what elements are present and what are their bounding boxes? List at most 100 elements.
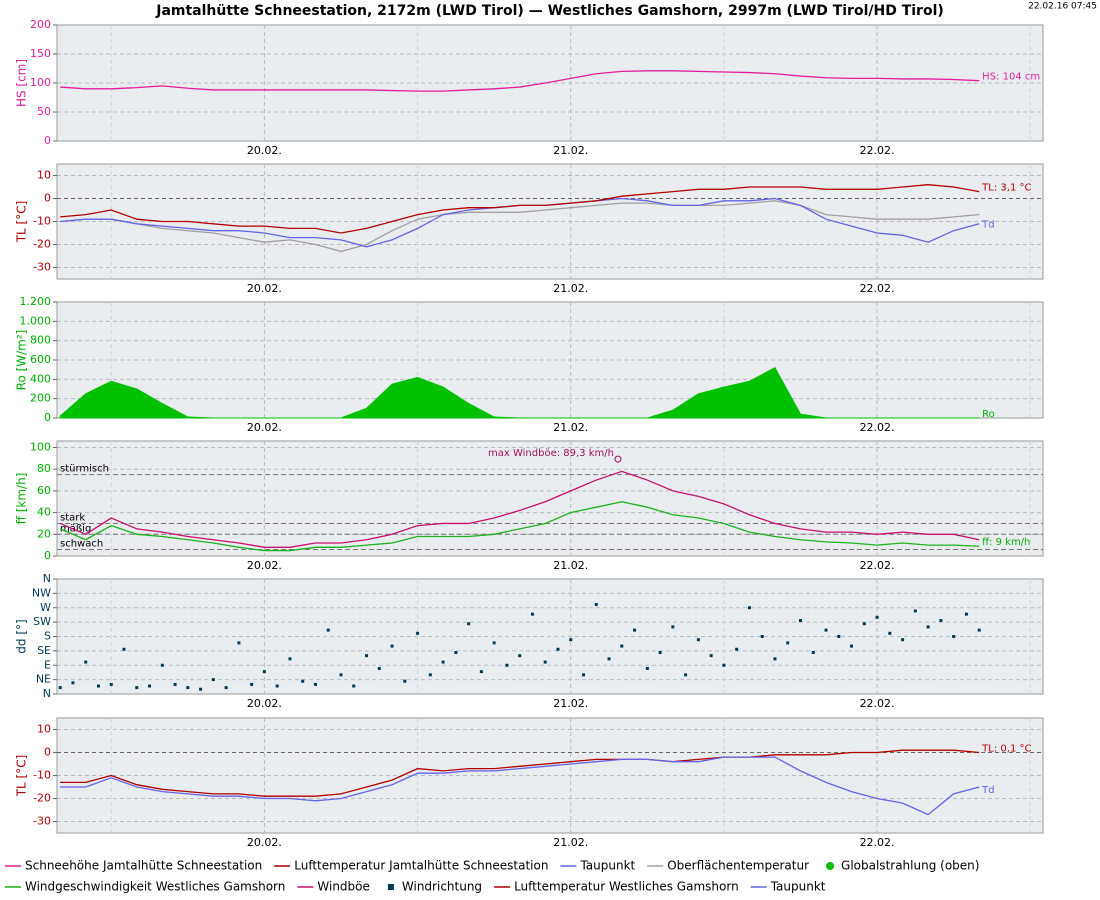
y-tick-label: 10 (37, 169, 51, 182)
x-tick-label: 22.02. (860, 144, 895, 157)
wind-direction-point (837, 635, 841, 638)
y-tick-label: 0 (44, 549, 51, 562)
wind-direction-point (530, 612, 534, 616)
threshold-label: mäßig (60, 523, 91, 534)
line (60, 200, 980, 253)
threshold-label: stark (60, 512, 85, 523)
x-tick-label: 21.02. (553, 282, 588, 295)
annotation: HS: 104 cm (982, 72, 1040, 83)
x-tick-label: 20.02. (247, 559, 282, 572)
legend-symbol (826, 862, 835, 870)
y-axis-label: TL [°C] (15, 755, 29, 798)
y-tick-label: -10 (33, 769, 51, 782)
wind-direction-point (479, 670, 483, 674)
line (60, 184, 980, 234)
x-tick-label: 21.02. (553, 421, 588, 434)
area (59, 367, 980, 419)
wind-direction-point (390, 644, 394, 648)
y-tick-label: 150 (30, 47, 51, 60)
wind-direction-point (301, 679, 305, 683)
legend-label: Globalstrahlung (oben) (841, 859, 979, 873)
annotation: max Windböe: 89,3 km/h (488, 448, 614, 459)
wind-direction-point (148, 684, 152, 688)
wind-direction-point (709, 654, 713, 658)
annotation: Td (981, 785, 994, 796)
wind-direction-point (237, 641, 241, 645)
x-tick-label: 20.02. (247, 144, 282, 157)
y-axis-label: TL [°C] (15, 201, 29, 244)
wind-direction-point (888, 631, 892, 635)
wind-direction-point (416, 631, 420, 635)
y-tick-label: 800 (30, 334, 51, 347)
y-tick-label: 1.200 (20, 295, 52, 308)
legend-label: Lufttemperatur Jamtalhütte Schneestation (294, 859, 548, 873)
y-tick-label: -20 (33, 238, 51, 251)
y-tick-label: -10 (33, 215, 51, 228)
legend-label: Taupunkt (770, 880, 826, 894)
y-tick-label: NW (32, 586, 51, 599)
y-tick-label: 10 (37, 723, 51, 736)
y-axis-label: HS [cm] (15, 59, 29, 107)
line (59, 470, 980, 548)
wind-direction-point (582, 673, 586, 677)
annotation: TL: 0,1 °C (981, 743, 1031, 754)
wind-direction-point (109, 682, 113, 686)
legend-label: Lufttemperatur Westliches Gamshorn (514, 880, 739, 894)
y-tick-label: 0 (44, 746, 51, 759)
wind-direction-point (620, 644, 624, 648)
wind-direction-point (964, 612, 968, 616)
legend-label: Windgeschwindigkeit Westliches Gamshorn (25, 880, 285, 894)
wind-direction-point (288, 657, 292, 661)
wind-direction-point (607, 657, 611, 661)
y-tick-label: 60 (37, 484, 51, 497)
y-tick-label: 0 (44, 134, 51, 147)
wind-direction-point (173, 682, 177, 686)
annotation: ff: 9 km/h (982, 537, 1030, 548)
line (60, 756, 980, 816)
wind-direction-point (326, 628, 330, 632)
annotation: Td (981, 219, 994, 230)
y-tick-label: 80 (37, 462, 51, 475)
wind-direction-point (786, 641, 790, 645)
legend-symbol (387, 884, 394, 890)
y-tick-label: 50 (37, 105, 51, 118)
wind-direction-point (901, 638, 905, 642)
wind-direction-point (492, 641, 496, 645)
y-tick-label: S (44, 630, 51, 643)
wind-direction-point (671, 625, 675, 629)
wind-direction-point (747, 606, 751, 610)
legend-label: Oberflächentemperatur (667, 859, 809, 873)
y-tick-label: -30 (33, 815, 51, 828)
wind-direction-point (543, 660, 547, 664)
y-tick-label: 40 (37, 506, 51, 519)
wind-direction-point (645, 666, 649, 670)
wind-direction-point (186, 686, 190, 690)
wind-direction-point (84, 660, 88, 664)
legend-label: Windrichtung (402, 880, 482, 894)
y-tick-label: 400 (30, 372, 51, 385)
wind-direction-point (518, 654, 522, 658)
y-tick-label: 600 (30, 353, 51, 366)
wind-direction-point (952, 635, 956, 638)
x-tick-label: 20.02. (247, 697, 282, 710)
wind-direction-point (96, 684, 100, 688)
line (60, 70, 980, 92)
wind-direction-point (977, 628, 981, 632)
wind-direction-point (594, 603, 598, 607)
wind-direction-point (773, 657, 777, 661)
x-tick-label: 21.02. (553, 836, 588, 849)
wind-direction-point (467, 622, 471, 626)
wind-direction-point (199, 687, 203, 691)
x-tick-label: 21.02. (553, 559, 588, 572)
wind-direction-point (569, 638, 573, 642)
wind-direction-point (760, 635, 764, 638)
x-tick-label: 21.02. (553, 697, 588, 710)
y-tick-label: N (43, 572, 51, 585)
y-tick-label: 100 (30, 441, 51, 454)
wind-direction-point (454, 650, 458, 654)
wind-direction-point (850, 644, 854, 648)
y-axis-label: dd [°] (15, 619, 29, 653)
wind-direction-point (428, 673, 432, 677)
wind-direction-point (684, 673, 688, 677)
